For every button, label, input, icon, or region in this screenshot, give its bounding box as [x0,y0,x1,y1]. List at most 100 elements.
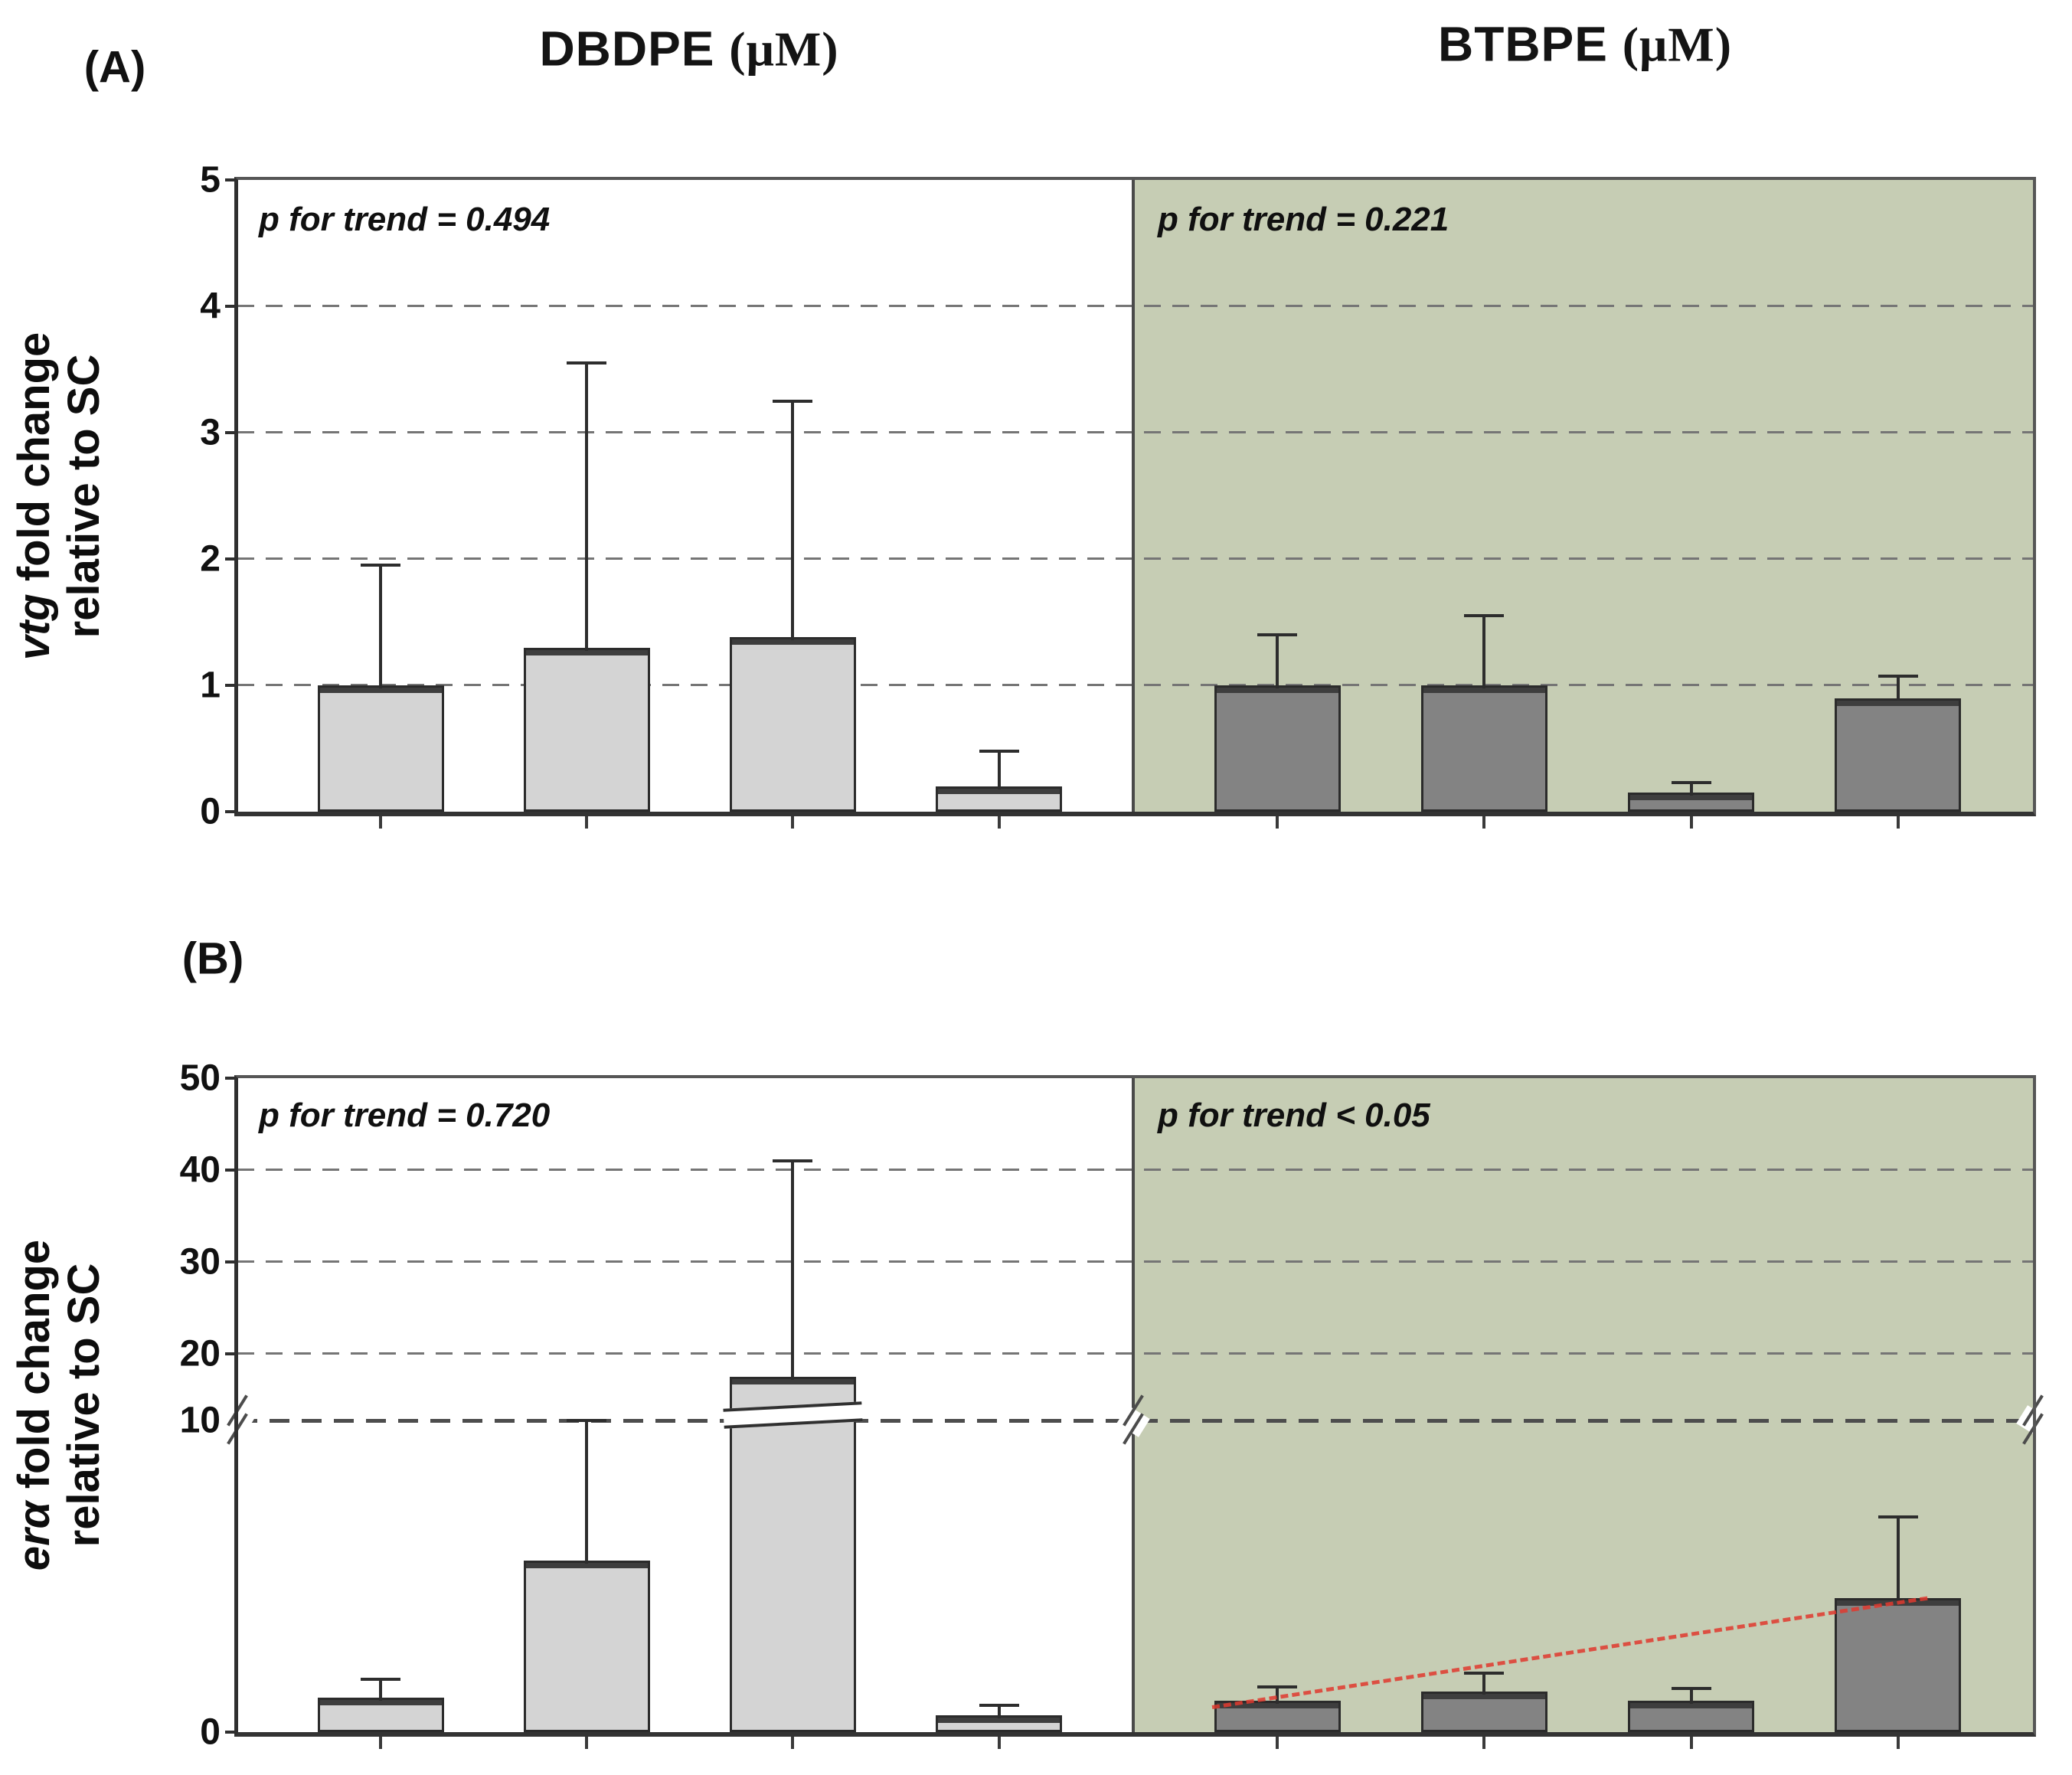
panel-a-btbpe-bar-3-topedge [1630,795,1752,801]
panel-b-btbpe-errorbar-3 [1689,1688,1693,1705]
panel-a-dbdpe-errorcap-2 [567,361,607,365]
panel-b-y-label-gene: erα [9,1501,60,1571]
panel-a-btbpe-errorbar-4 [1896,676,1900,701]
panel-a-dbdpe-errorcap-3 [773,399,813,403]
panel-b-ytickmark-40 [225,1169,237,1172]
panel-b-dbdpe-errorcap-2 [567,1419,607,1422]
panel-a-dbdpe-bar-4-topedge [938,789,1060,794]
panel-b-xtick-dbdpe-3 [791,1732,795,1749]
panel-a-dbdpe-errorcap-4 [979,749,1019,753]
panel-a-dbdpe-errorbar-3 [791,400,795,641]
panel-b-left-area [237,1078,1133,1732]
panel-a-xtick-btbpe-1 [1276,812,1279,829]
panel-a-ytick-3: 3 [200,412,221,453]
panel-b-dbdpe-errorbar-1 [379,1679,383,1701]
panel-a-dbdpe-errorcap-1 [361,564,401,567]
panel-b-btbpe-bar-4-topedge [1837,1600,1959,1606]
panel-b-y-axis-label: erα fold change relative to SC [9,1239,109,1571]
panel-b-xtick-dbdpe-4 [997,1732,1001,1749]
panel-a-ytickmark-1 [225,684,237,687]
panel-a-xtick-btbpe-4 [1896,812,1900,829]
panel-b-btbpe-errorcap-3 [1671,1687,1711,1691]
panel-b-gridline-20 [237,1352,2033,1355]
panel-a-gridline-2 [237,557,2033,560]
panel-b-dbdpe-errorcap-1 [361,1677,401,1681]
panel-b-xtick-btbpe-3 [1689,1732,1693,1749]
panel-b-dbdpe-errorbar-4 [997,1705,1001,1718]
panel-b-dbdpe-bar-2-topedge [525,1563,648,1569]
panel-a-y-axis-label: vtg fold change relative to SC [9,332,109,661]
panel-a-ytick-5: 5 [200,159,221,201]
panel-b-dbdpe-bar-1-topedge [319,1700,442,1706]
panel-a-btbpe-errorcap-3 [1671,781,1711,785]
panel-b-ytickmark-20 [225,1352,237,1355]
panel-b-ytick-20: 20 [179,1333,221,1375]
panel-a-dbdpe-errorbar-4 [997,750,1001,789]
panel-b-btbpe-bar-2-topedge [1423,1694,1545,1700]
panel-a-ytick-1: 1 [200,665,221,706]
panel-b-dbdpe-errorcap-4 [979,1704,1019,1708]
panel-b-dbdpe-bar-2 [523,1561,650,1732]
panel-a-dbdpe-bar-3 [729,637,856,812]
panel-a-ytick-0: 0 [200,791,221,832]
panel-a-gridline-3 [237,431,2033,433]
panel-a-btbpe-bar-1 [1214,685,1341,812]
panel-b-dbdpe-errorcap-3 [773,1159,813,1162]
panel-a-ytick-4: 4 [200,286,221,327]
panel-b-ytick-30: 30 [179,1241,221,1283]
panel-a-ytickmark-4 [225,305,237,308]
panel-a-dbdpe-errorbar-2 [585,363,589,651]
panel-a-dbdpe-errorbar-1 [379,565,383,688]
panel-b-frame [234,1075,2036,1737]
panel-a-xtick-dbdpe-2 [585,812,589,829]
panel-a-xtick-btbpe-2 [1482,812,1486,829]
panel-a-btbpe-errorcap-2 [1464,614,1505,618]
panel-a-ytickmark-0 [225,810,237,813]
panel-b-ytick-10: 10 [179,1400,221,1441]
panel-a-gridline-1 [237,684,2033,686]
panel-b-dbdpe-bar-3-topedge [731,1379,854,1385]
panel-b-y-label-rest: fold change [9,1239,60,1502]
panel-a-btbpe-errorcap-4 [1878,675,1918,678]
panel-a-btbpe-errorbar-2 [1482,616,1486,688]
panel-b-xtick-dbdpe-1 [379,1732,383,1749]
panel-b-dbdpe-bar-3 [729,1377,856,1732]
column-title-dbdpe: DBDPE (μM) [539,21,838,78]
panel-b-btbpe-errorcap-4 [1878,1515,1918,1519]
panel-b-btbpe-errorcap-2 [1464,1671,1505,1675]
panel-b-gridline-40 [237,1169,2033,1171]
panel-a-btbpe-errorcap-1 [1257,633,1297,636]
panel-a-btbpe-bar-1-topedge [1216,688,1338,693]
panel-a-y-label-line2: relative to SC [59,354,109,639]
panel-a-ytickmark-5 [225,178,237,181]
panel-b-xtick-dbdpe-2 [585,1732,589,1749]
panel-a-dbdpe-pvalue: p for trend = 0.494 [259,201,551,238]
panel-a-btbpe-bar-2-topedge [1423,688,1545,693]
panel-a-btbpe-errorbar-1 [1276,635,1279,688]
panel-a-ytick-2: 2 [200,538,221,580]
panel-b-dbdpe-bar-1 [317,1698,444,1732]
panel-a-btbpe-pvalue: p for trend = 0.221 [1158,201,1449,238]
panel-a-xtick-dbdpe-4 [997,812,1001,829]
column-title-btbpe-name: BTBPE [1438,16,1623,72]
panel-b-dbdpe-errorbar-3 [791,1161,795,1381]
panel-a-y-label-gene: vtg [9,593,60,661]
panel-a-dbdpe-bar-3-topedge [731,639,854,646]
panel-b-dbdpe-bar-4-topedge [938,1717,1060,1723]
column-title-dbdpe-unit: (μM) [729,21,839,77]
panel-b-mid-separator [1132,1078,1135,1732]
panel-a-ytickmark-2 [225,557,237,561]
panel-b-ytickmark-0 [225,1731,237,1734]
panel-b-btbpe-errorbar-1 [1276,1686,1279,1705]
panel-a-btbpe-errorbar-3 [1689,783,1693,796]
panel-b-btbpe-bar-1-topedge [1216,1703,1338,1709]
panel-a-xtick-dbdpe-3 [791,812,795,829]
panel-b-y-label-line2: relative to SC [59,1263,109,1548]
panel-b-dbdpe-errorbar-2 [585,1420,589,1564]
panel-a-y-label-rest: fold change [9,332,60,594]
panel-a-dbdpe-bar-2 [523,647,650,812]
panel-b-label: (B) [181,933,244,984]
panel-a-ytickmark-3 [225,431,237,434]
panel-a-gridline-4 [237,305,2033,307]
